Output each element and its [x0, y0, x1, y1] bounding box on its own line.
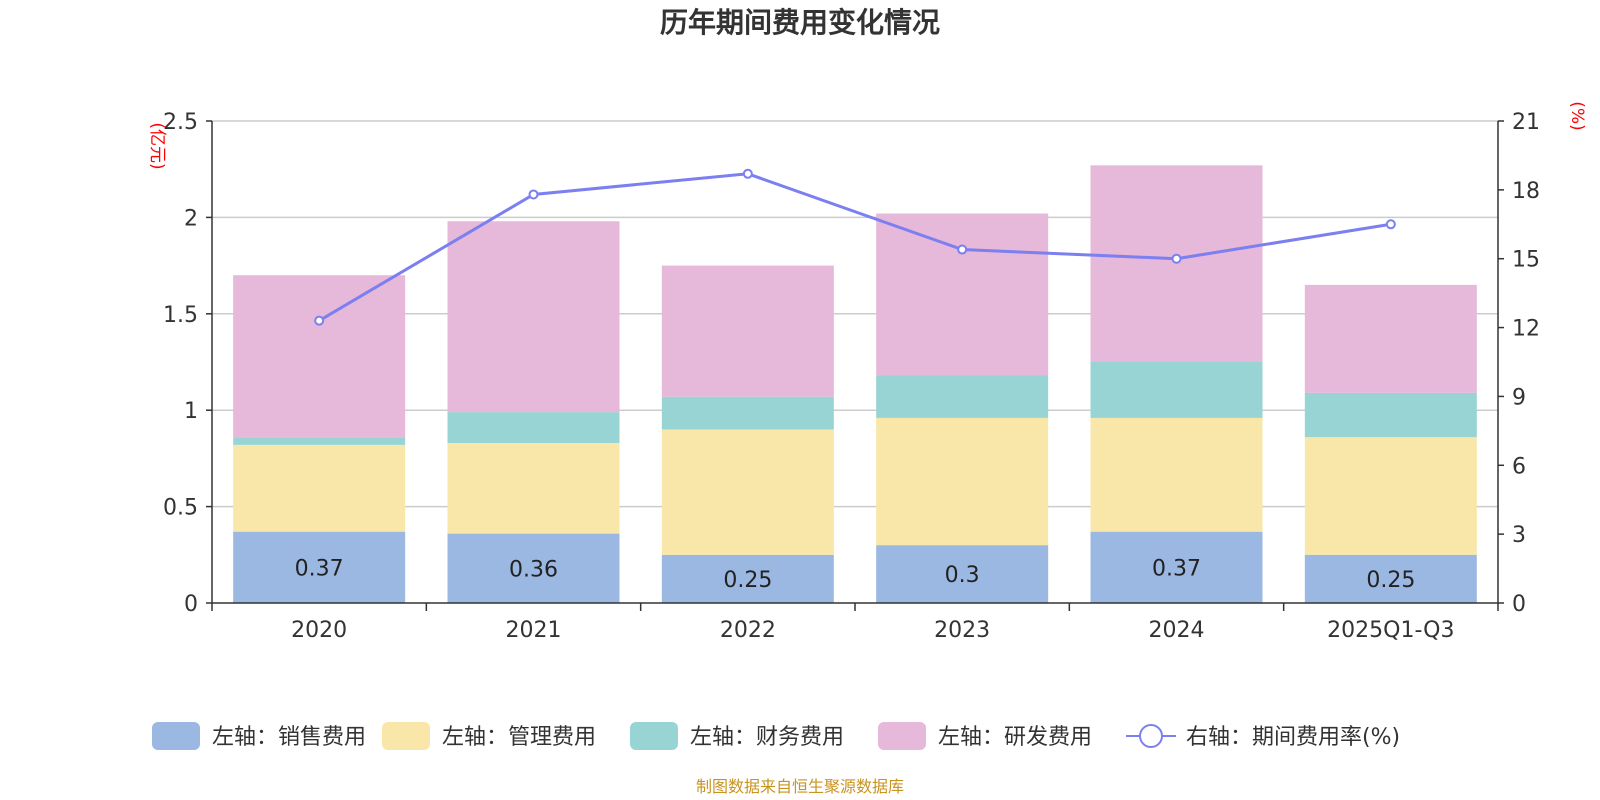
x-tick-label: 2023: [934, 618, 990, 643]
bar-segment: [661, 554, 834, 603]
legend-item: 左轴：财务费用: [630, 722, 844, 750]
bar-segment: [661, 265, 834, 397]
bar-segment: [233, 437, 406, 445]
data-label: 0.3: [945, 563, 980, 588]
legend-swatch: [152, 722, 200, 750]
right-tick-label: 9: [1512, 385, 1526, 410]
data-label: 0.25: [1366, 568, 1415, 593]
bar-segment: [233, 275, 406, 438]
right-tick-label: 3: [1512, 523, 1526, 548]
chart-title: 历年期间费用变化情况: [660, 6, 940, 39]
data-label: 0.36: [509, 557, 558, 582]
rate-point: [742, 168, 753, 179]
bar-segment: [1304, 437, 1477, 555]
bar-segment: [876, 417, 1049, 546]
legend-label: 右轴：期间费用率(%): [1186, 725, 1400, 750]
legend-item: 左轴：销售费用: [152, 722, 366, 750]
legend-swatch: [878, 722, 926, 750]
data-labels: 0.37 0.36 0.25 0.3 0.37 0.25: [295, 556, 1416, 593]
bar-segment: [447, 533, 620, 603]
bar-segment: [661, 396, 834, 430]
bar-segment: [876, 375, 1049, 418]
axes: 0 0.5 1 1.5 2 2.5 0 3 6 9 12 15 18 21 2020 2021 2022 2023…: [163, 110, 1540, 643]
rate-point: [957, 244, 968, 255]
left-axis-unit: (亿元): [147, 122, 167, 169]
legend-swatch: [630, 722, 678, 750]
bar-segment: [876, 213, 1049, 376]
bar-segment: [447, 442, 620, 534]
data-label: 0.37: [1152, 556, 1201, 581]
bar-segment: [447, 221, 620, 413]
left-tick-label: 0: [184, 592, 198, 617]
rate-line-path: [318, 172, 1392, 322]
bar-segment: [661, 429, 834, 555]
bar-segment: [876, 545, 1049, 603]
rate-point: [1171, 253, 1182, 264]
x-tick-label: 2021: [506, 618, 562, 643]
right-tick-label: 12: [1512, 317, 1540, 342]
right-tick-label: 21: [1512, 110, 1540, 135]
rate-point: [528, 189, 539, 200]
left-tick-label: 1.5: [163, 303, 198, 328]
right-tick-label: 18: [1512, 179, 1540, 204]
right-tick-label: 6: [1512, 454, 1526, 479]
legend-item: 左轴：管理费用: [382, 722, 596, 750]
x-tick-label: 2022: [720, 618, 776, 643]
data-label: 0.37: [295, 556, 344, 581]
grid-lines: [212, 120, 1498, 508]
rate-point: [314, 315, 325, 326]
legend: 左轴：销售费用 左轴：管理费用 左轴：财务费用 左轴：研发费用 右轴：期间费用率(%): [152, 722, 1400, 750]
right-tick-label: 15: [1512, 248, 1540, 273]
left-tick-label: 1: [184, 399, 198, 424]
bar-segment: [447, 412, 620, 443]
data-label: 0.25: [723, 568, 772, 593]
x-tick-label: 2024: [1149, 618, 1205, 643]
left-tick-label: 2: [184, 206, 198, 231]
rate-line: [314, 168, 1396, 326]
left-tick-label: 2.5: [163, 110, 198, 135]
legend-label: 左轴：研发费用: [938, 725, 1092, 750]
bar-segment: [233, 444, 406, 532]
bar-segment: [233, 531, 406, 603]
rate-point: [1385, 219, 1396, 230]
right-axis-unit: (%): [1567, 101, 1587, 130]
bar-segment: [1090, 417, 1263, 532]
bar-segment: [1090, 362, 1263, 418]
legend-label: 左轴：销售费用: [212, 725, 366, 750]
legend-label: 左轴：财务费用: [690, 725, 844, 750]
bar-segment: [1304, 392, 1477, 438]
x-tick-label: 2025Q1-Q3: [1327, 618, 1454, 643]
left-tick-label: 0.5: [163, 496, 198, 521]
bar-segment: [1304, 554, 1477, 603]
legend-label: 左轴：管理费用: [442, 725, 596, 750]
right-tick-label: 0: [1512, 592, 1526, 617]
legend-swatch: [382, 722, 430, 750]
bar-segment: [1304, 284, 1477, 393]
legend-item: 左轴：研发费用: [878, 722, 1092, 750]
bars: [233, 165, 1477, 603]
legend-item: 右轴：期间费用率(%): [1126, 724, 1400, 750]
source-note: 制图数据来自恒生聚源数据库: [696, 777, 904, 796]
bar-segment: [1090, 531, 1263, 603]
x-tick-label: 2020: [291, 618, 347, 643]
legend-marker: [1139, 724, 1163, 748]
